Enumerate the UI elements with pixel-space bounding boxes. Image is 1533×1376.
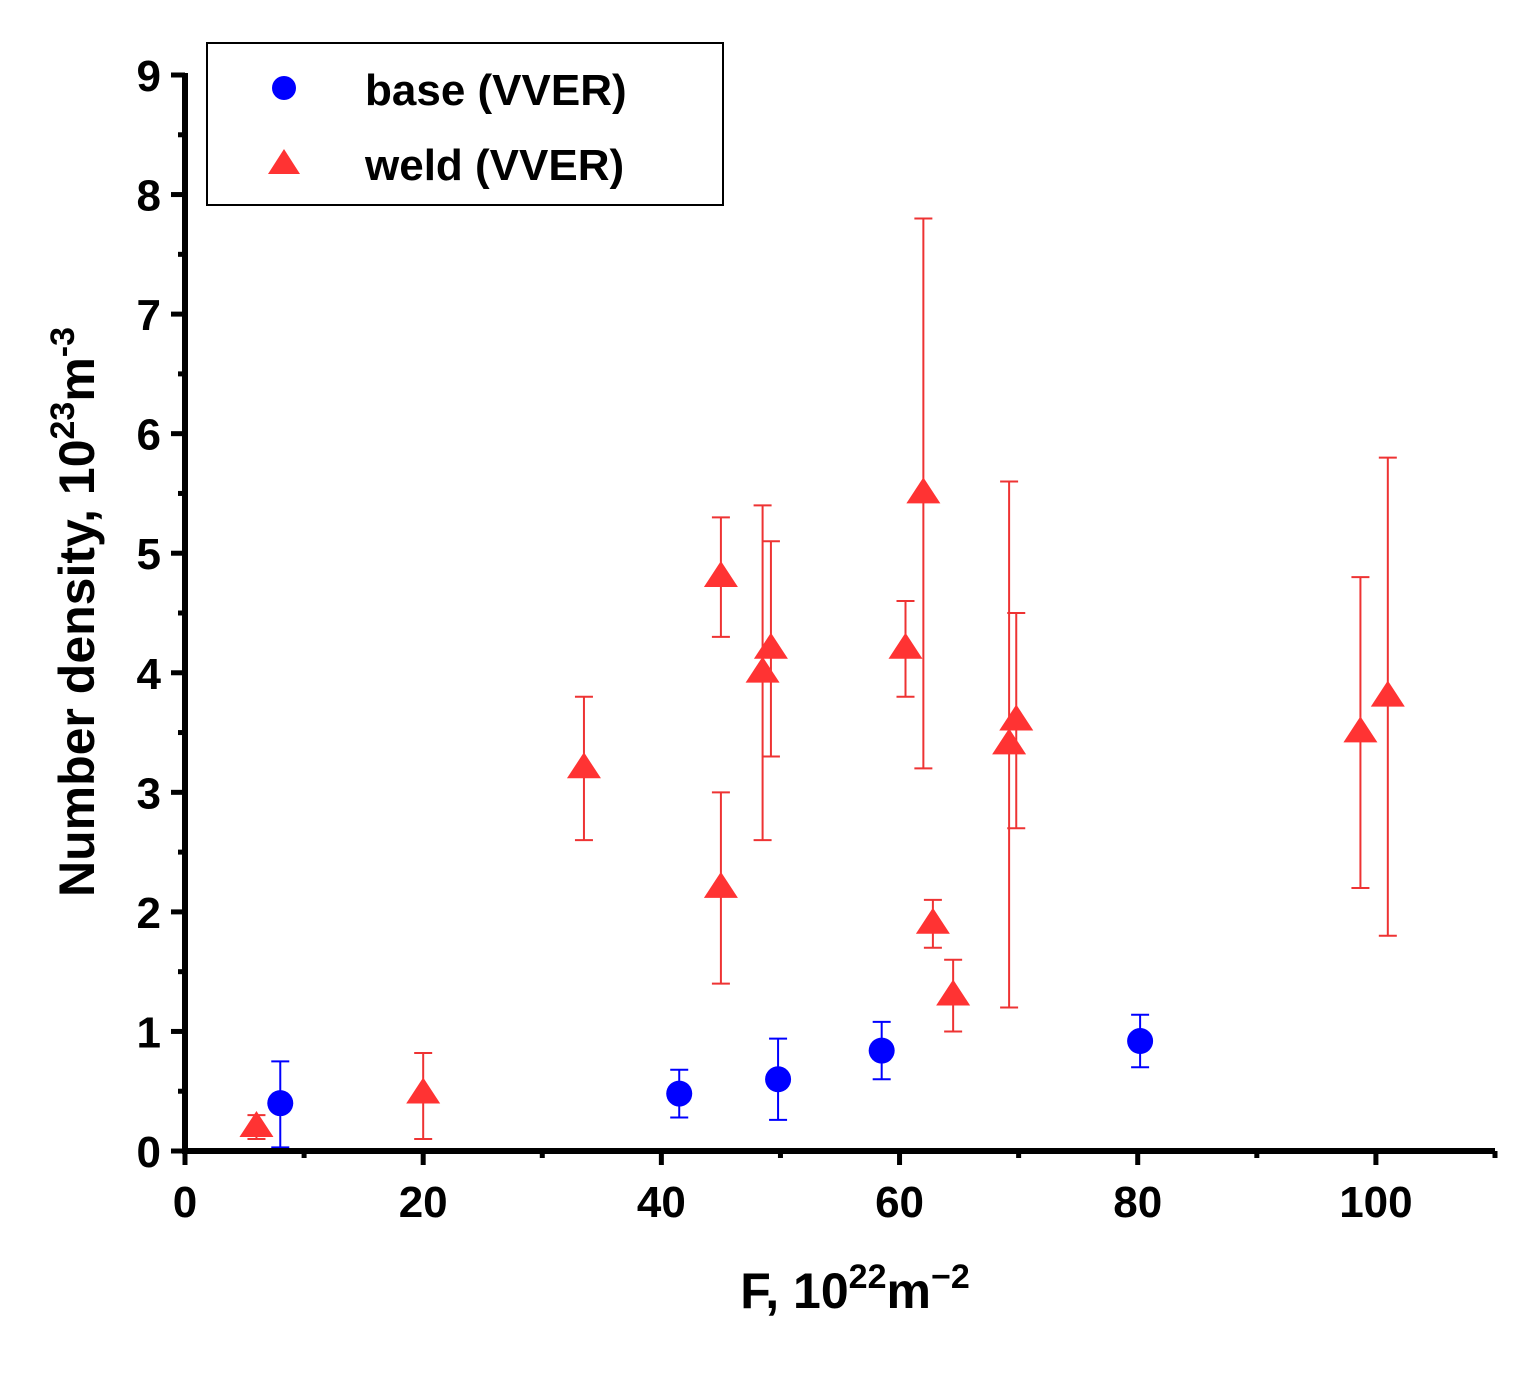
y-tick-label: 0 <box>137 1128 161 1177</box>
legend-label-base: base (VVER) <box>365 66 627 115</box>
data-markers <box>239 477 1405 1137</box>
x-axis-title: F, 1022m−2 <box>740 1258 969 1319</box>
y-tick-label: 5 <box>137 530 161 579</box>
y-tick-label: 4 <box>137 650 162 699</box>
base-data-point <box>267 1090 294 1117</box>
legend-marker-weld <box>268 149 300 174</box>
weld-data-point <box>915 907 950 934</box>
x-tick-label: 20 <box>399 1178 448 1227</box>
weld-data-point <box>992 728 1027 755</box>
x-tick-label: 0 <box>173 1178 197 1227</box>
x-tick-label: 60 <box>875 1178 924 1227</box>
y-tick-label: 2 <box>137 889 161 938</box>
y-tick-label: 9 <box>137 52 161 101</box>
x-tick-label: 40 <box>637 1178 686 1227</box>
y-tick-label: 7 <box>137 291 161 340</box>
base-data-point <box>765 1066 792 1093</box>
weld-data-point <box>239 1110 274 1137</box>
x-tick-label: 100 <box>1339 1178 1412 1227</box>
axes <box>182 73 1495 1154</box>
x-tick-label: 80 <box>1113 1178 1162 1227</box>
y-tick-label: 3 <box>137 769 161 818</box>
weld-data-point <box>1343 716 1378 743</box>
y-tick-label: 8 <box>137 172 161 221</box>
tick-marks <box>171 72 1498 1165</box>
legend-label-weld: weld (VVER) <box>364 141 624 190</box>
error-bars <box>247 217 1397 1149</box>
weld-data-point <box>906 477 941 504</box>
y-tick-label: 6 <box>137 411 161 460</box>
base-data-point <box>666 1080 693 1107</box>
legend: base (VVER) weld (VVER) <box>206 42 724 206</box>
weld-data-point <box>1370 680 1405 707</box>
weld-data-point <box>745 656 780 683</box>
y-tick-label: 1 <box>137 1008 161 1057</box>
weld-data-point <box>753 632 788 659</box>
weld-data-point <box>566 752 601 779</box>
weld-data-point <box>936 979 971 1006</box>
weld-data-point <box>406 1077 441 1104</box>
tick-labels: 0 1 2 3 4 5 6 7 8 9 0 20 40 60 80 100 <box>137 52 1413 1227</box>
weld-data-point <box>888 632 923 659</box>
base-data-point <box>868 1037 895 1064</box>
y-axis-title: Number density, 1023m-3 <box>44 327 105 897</box>
weld-data-point <box>703 871 738 898</box>
base-data-point <box>1127 1028 1154 1055</box>
weld-data-point <box>703 561 738 588</box>
legend-box <box>206 42 724 206</box>
legend-marker-base <box>272 76 296 100</box>
weld-data-point <box>999 704 1034 731</box>
